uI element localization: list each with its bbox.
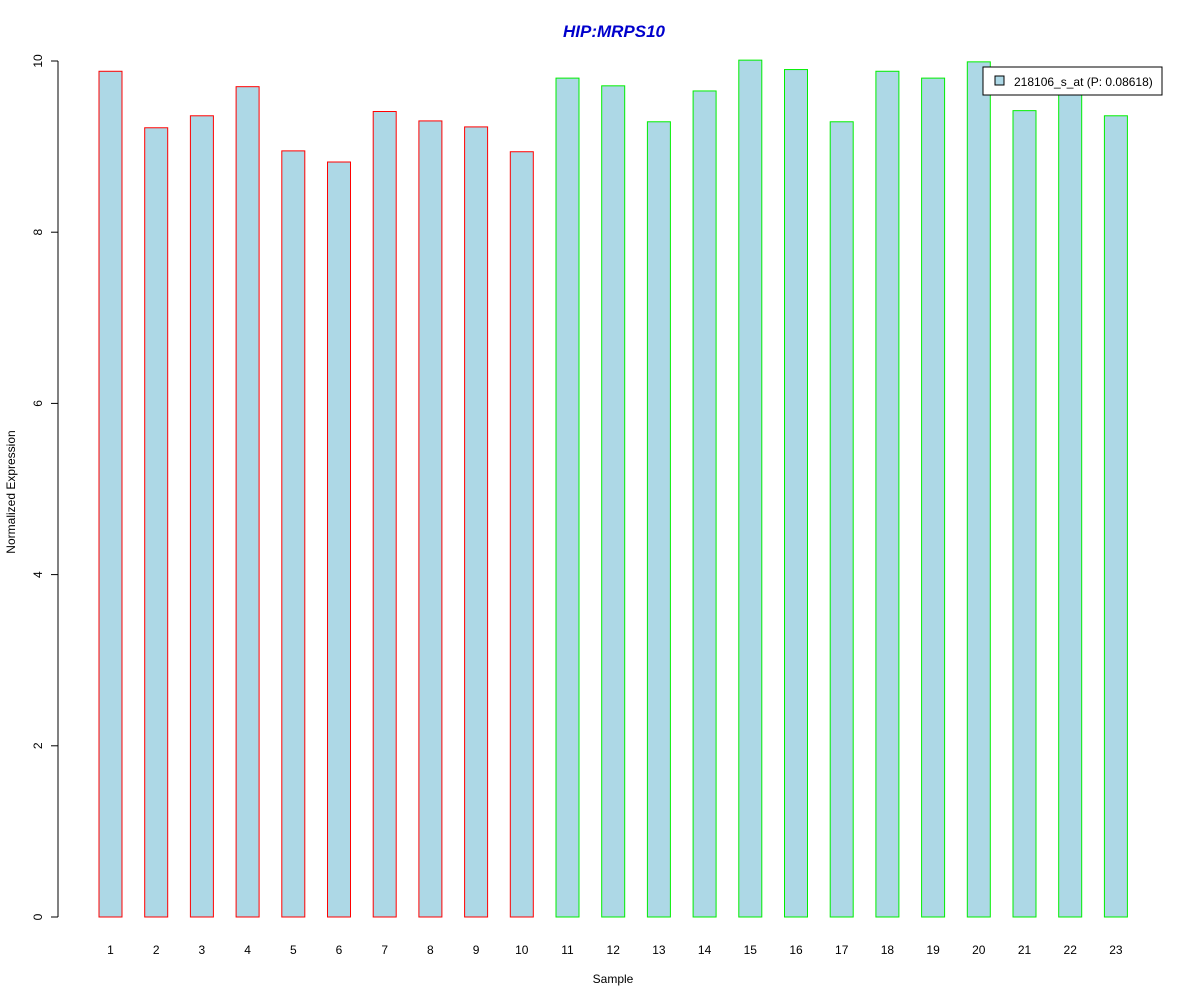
x-tick-label: 10 bbox=[515, 943, 529, 957]
bar-sample-23 bbox=[1103, 115, 1128, 918]
bar-sample-12 bbox=[601, 85, 626, 918]
x-tick-label: 14 bbox=[698, 943, 712, 957]
bar-sample-7 bbox=[372, 111, 397, 918]
bar-sample-14 bbox=[692, 90, 717, 918]
x-tick-label: 13 bbox=[652, 943, 666, 957]
y-tick-label: 10 bbox=[31, 54, 45, 68]
bar-sample-15 bbox=[738, 59, 763, 918]
legend-label: 218106_s_at (P: 0.08618) bbox=[1014, 75, 1153, 89]
x-tick-label: 20 bbox=[972, 943, 986, 957]
legend: 218106_s_at (P: 0.08618) bbox=[982, 66, 1163, 96]
bar-sample-20 bbox=[966, 61, 991, 918]
x-tick-label: 1 bbox=[107, 943, 114, 957]
x-tick-label: 9 bbox=[473, 943, 480, 957]
bar-sample-13 bbox=[646, 121, 671, 918]
x-tick-label: 3 bbox=[199, 943, 206, 957]
bar-sample-22 bbox=[1058, 93, 1083, 918]
y-axis-label: Normalized Expression bbox=[4, 430, 18, 553]
y-tick-label: 4 bbox=[31, 571, 45, 578]
x-tick-label: 23 bbox=[1109, 943, 1123, 957]
bar-sample-2 bbox=[144, 127, 169, 918]
x-tick-label: 15 bbox=[744, 943, 758, 957]
y-tick-label: 2 bbox=[31, 742, 45, 749]
bar-sample-9 bbox=[464, 126, 489, 918]
bar-sample-1 bbox=[98, 70, 123, 918]
x-tick-labels: 1 2 3 4 5 6 7 8 9 10 11 12 13 14 15 16 17 18 19 20 21 22 23 bbox=[107, 943, 1123, 957]
bar-sample-3 bbox=[189, 115, 214, 918]
y-axis: 0 2 4 6 8 10 bbox=[31, 54, 59, 920]
x-tick-label: 21 bbox=[1018, 943, 1032, 957]
x-tick-label: 22 bbox=[1064, 943, 1078, 957]
bar-sample-19 bbox=[921, 77, 946, 918]
x-axis-label: Sample bbox=[593, 972, 634, 986]
bars-group bbox=[98, 59, 1128, 918]
bar-sample-10 bbox=[509, 151, 534, 918]
x-tick-label: 7 bbox=[381, 943, 388, 957]
y-tick-label: 6 bbox=[31, 400, 45, 407]
x-tick-label: 4 bbox=[244, 943, 251, 957]
x-tick-label: 12 bbox=[607, 943, 621, 957]
x-tick-label: 11 bbox=[561, 943, 574, 957]
x-tick-label: 16 bbox=[789, 943, 803, 957]
bar-sample-16 bbox=[784, 69, 808, 918]
x-tick-label: 8 bbox=[427, 943, 434, 957]
x-tick-label: 18 bbox=[881, 943, 895, 957]
bar-sample-17 bbox=[829, 121, 854, 918]
x-tick-label: 6 bbox=[336, 943, 343, 957]
y-tick-label: 8 bbox=[31, 229, 45, 236]
bar-sample-6 bbox=[327, 161, 351, 918]
x-tick-label: 17 bbox=[835, 943, 849, 957]
bar-sample-21 bbox=[1012, 110, 1037, 918]
legend-box bbox=[982, 66, 1163, 96]
bar-sample-4 bbox=[235, 86, 260, 918]
x-tick-label: 19 bbox=[926, 943, 940, 957]
legend-swatch bbox=[994, 75, 1005, 86]
bar-sample-8 bbox=[418, 120, 443, 918]
x-tick-label: 5 bbox=[290, 943, 297, 957]
x-tick-label: 2 bbox=[153, 943, 160, 957]
bar-sample-11 bbox=[555, 77, 580, 918]
bar-sample-5 bbox=[281, 150, 306, 918]
bar-sample-18 bbox=[875, 70, 900, 918]
chart-title: HIP:MRPS10 bbox=[563, 22, 666, 41]
y-tick-label: 0 bbox=[31, 913, 45, 920]
